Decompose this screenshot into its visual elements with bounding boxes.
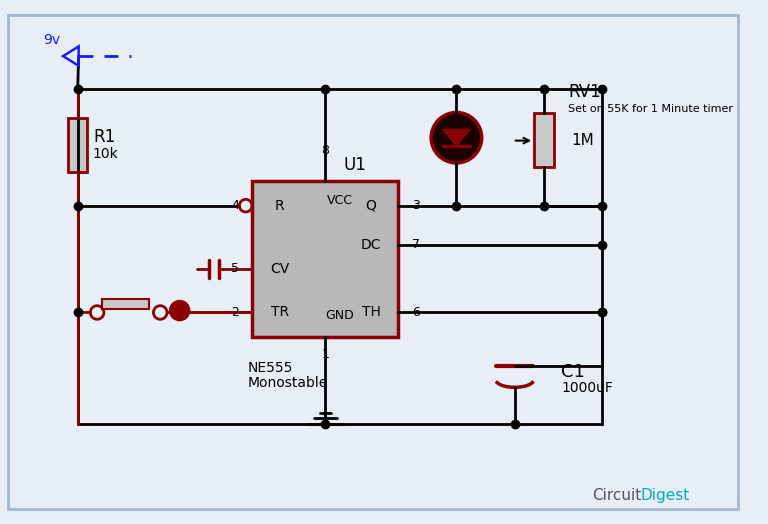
Text: U1: U1 — [343, 156, 366, 174]
Text: CV: CV — [270, 262, 290, 276]
Text: 1M: 1M — [571, 133, 594, 148]
Bar — [102, 299, 148, 309]
Text: 5: 5 — [231, 263, 239, 275]
Circle shape — [170, 301, 190, 320]
Text: 4: 4 — [231, 199, 239, 212]
Text: TH: TH — [362, 305, 380, 320]
Text: Circuit: Circuit — [592, 487, 641, 503]
Text: 7: 7 — [412, 238, 419, 251]
Text: NE555: NE555 — [247, 361, 293, 375]
Text: Set on 55K for 1 Minute timer: Set on 55K for 1 Minute timer — [568, 104, 733, 114]
Text: C1: C1 — [561, 363, 585, 381]
Text: i: i — [177, 305, 181, 315]
Text: VCC: VCC — [327, 194, 353, 208]
Text: RV1: RV1 — [568, 83, 601, 101]
Text: 2: 2 — [231, 306, 239, 319]
Text: 9v: 9v — [43, 32, 60, 47]
Text: TR: TR — [270, 305, 289, 320]
Text: DC: DC — [361, 237, 381, 252]
Text: Q: Q — [366, 199, 376, 213]
Text: 3: 3 — [412, 199, 419, 212]
Text: Digest: Digest — [641, 487, 690, 503]
Text: 6: 6 — [412, 306, 419, 319]
Text: 1000uF: 1000uF — [561, 381, 613, 395]
Polygon shape — [443, 129, 470, 146]
Bar — [534, 113, 554, 167]
Text: Monostable: Monostable — [247, 376, 328, 390]
Text: R: R — [275, 199, 284, 213]
Text: R1: R1 — [94, 128, 116, 146]
Text: GND: GND — [326, 309, 354, 322]
Text: 8: 8 — [321, 144, 329, 157]
Bar — [68, 118, 88, 172]
Circle shape — [431, 113, 482, 163]
Text: 10k: 10k — [92, 147, 118, 161]
Bar — [253, 181, 398, 337]
Text: 1: 1 — [321, 348, 329, 361]
